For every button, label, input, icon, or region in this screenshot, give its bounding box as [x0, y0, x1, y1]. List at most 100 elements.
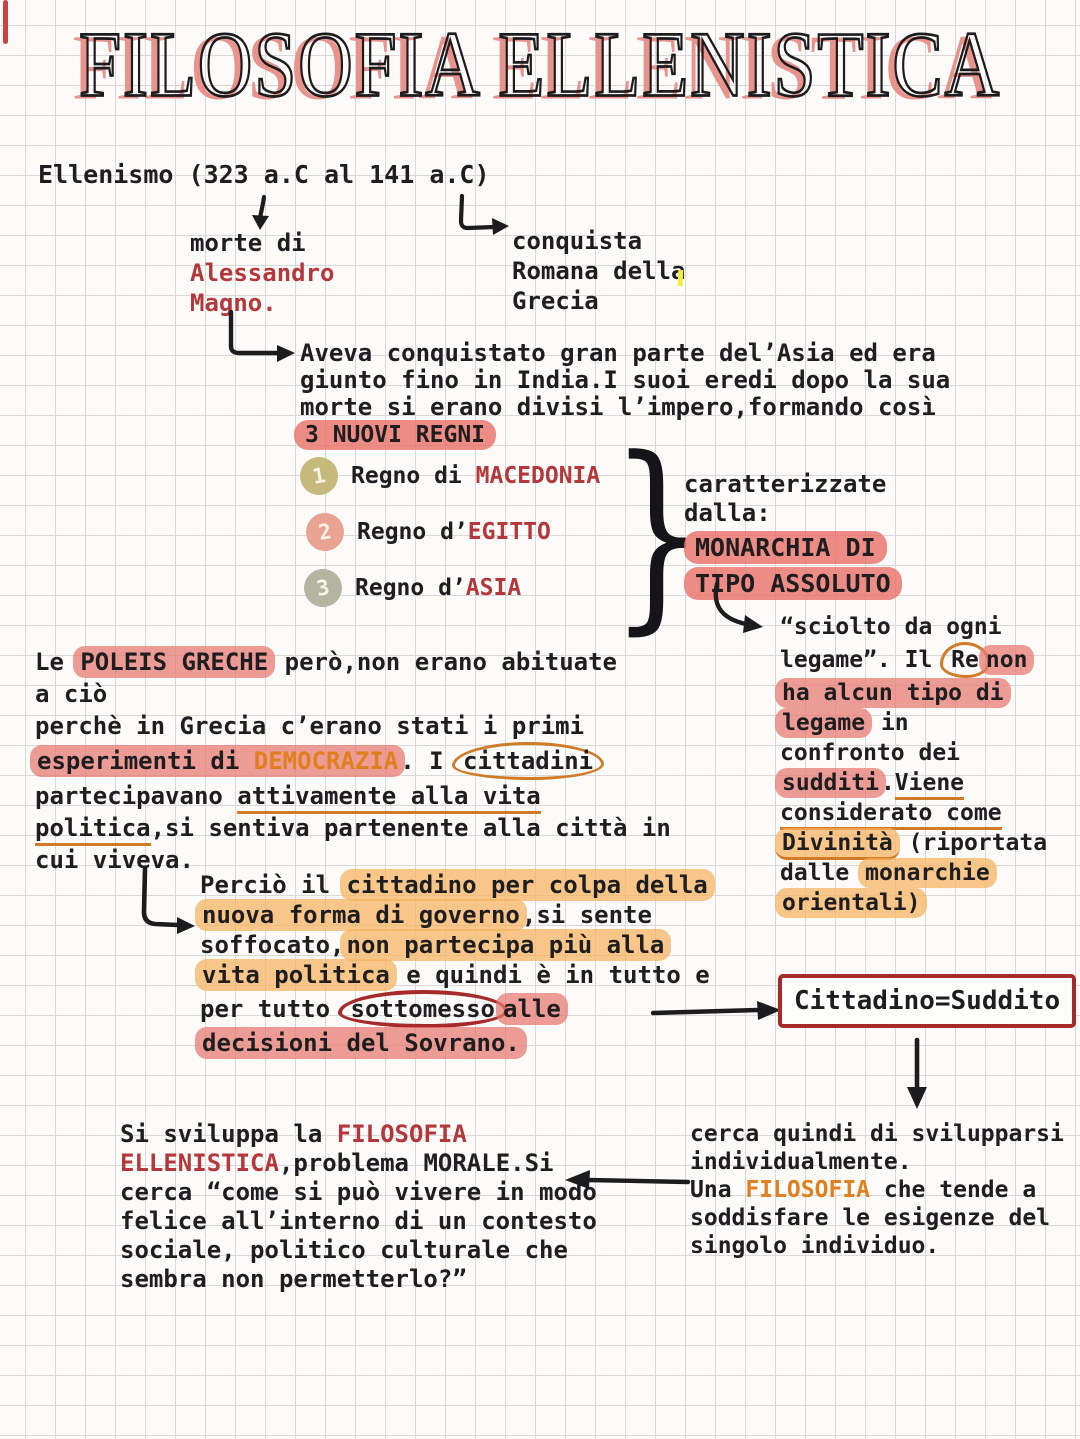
- list-item: 1 Regno di MACEDONIA: [296, 453, 601, 499]
- text-line: orientali): [775, 888, 1047, 918]
- monarchy-badge-line1: MONARCHIA DI: [684, 531, 887, 564]
- elbow-arrow-right-icon: [458, 193, 509, 235]
- text-segment: Regno d’: [357, 519, 468, 545]
- text-line: Magno.: [190, 288, 335, 318]
- highlight-pink: POLEIS GRECHE: [73, 646, 276, 678]
- curved-arrow-icon: [713, 581, 763, 633]
- text-segment: “sciolto da ogni: [780, 614, 1002, 640]
- text-line: ha alcun tipo di: [775, 678, 1047, 708]
- text-line: vita politica e quindi è in tutto e: [195, 959, 710, 991]
- highlight-orange: Divinità: [775, 828, 900, 860]
- text-line: dalle monarchie: [780, 858, 1047, 888]
- equation-box: Cittadino=Suddito: [778, 974, 1077, 1028]
- text-segment: sembra non permetterlo?”: [120, 1265, 467, 1293]
- underlined-text: Viene: [894, 770, 965, 800]
- kingdom-name: MACEDONIA: [475, 463, 601, 489]
- text-segment: e quindi è in tutto e: [391, 961, 710, 989]
- text-line: politica,si sentiva partenente alla citt…: [35, 812, 671, 846]
- philosophy-paragraph: Si sviluppa la FILOSOFIA ELLENISTICA,pro…: [120, 1120, 597, 1294]
- pen-mark-red: [3, 0, 8, 44]
- highlight-orange: vita politica: [195, 959, 397, 991]
- text-line: Grecia: [512, 286, 685, 316]
- text-line: cui viveva.: [35, 844, 671, 876]
- text-segment: Perciò il: [200, 871, 345, 899]
- text-line: nuova forma di governo,si sente: [195, 899, 710, 931]
- citizen-paragraph: Perciò il cittadino per colpa della nuov…: [195, 869, 715, 1059]
- text-line: confronto dei: [780, 738, 1047, 768]
- text-line: “sciolto da ogni: [780, 612, 1047, 642]
- text-segment: ,si sentiva partenente alla città in: [150, 814, 671, 842]
- text-line: felice all’interno di un contesto: [120, 1207, 597, 1236]
- orange-text: DEMOCRAZIA: [253, 747, 399, 775]
- text-line: soddisfare le esigenze del: [690, 1204, 1064, 1232]
- text-line: caratterizzate: [684, 470, 902, 499]
- text-segment: partecipavano: [35, 782, 238, 810]
- text-line: TIPO ASSOLUTO: [684, 567, 902, 600]
- highlight-orange: cittadino per colpa della: [339, 869, 715, 901]
- text-line: singolo individuo.: [690, 1232, 1064, 1260]
- death-note: morte di Alessandro Magno.: [190, 228, 335, 318]
- text-segment: (riportata: [894, 830, 1048, 856]
- text-segment: morte di: [190, 229, 306, 257]
- text-line: morte si erano divisi l’impero,formando …: [300, 394, 950, 421]
- pen-mark-yellow: [677, 269, 684, 287]
- text-line: individualmente.: [690, 1148, 1064, 1176]
- text-line: Una FILOSOFIA che tende a: [690, 1176, 1064, 1204]
- text-line: cerca “come si può vivere in modo: [120, 1178, 597, 1207]
- text-segment: giunto fino in India.I suoi eredi dopo l…: [300, 366, 951, 394]
- text-line: sudditi.Viene: [775, 768, 1047, 800]
- text-segment: perchè in Grecia c’erano stati i primi: [35, 712, 585, 740]
- text-segment: caratterizzate: [684, 470, 887, 498]
- highlight-pink: non: [978, 645, 1035, 675]
- highlight-orange: non partecipa più alla: [339, 929, 672, 961]
- text-line: Divinità (riportata: [775, 828, 1048, 860]
- hook-arrow-icon: [141, 866, 195, 934]
- page-title: FILOSOFIA ELLENISTICA: [78, 11, 1001, 117]
- text-line: MONARCHIA DI: [684, 531, 902, 564]
- text-line: partecipavano attivamente alla vita: [35, 780, 671, 814]
- kingdom-name: ASIA: [465, 575, 522, 601]
- highlight-pink: decisioni del Sovrano.: [195, 1027, 527, 1059]
- text-line: decisioni del Sovrano.: [195, 1027, 710, 1059]
- conquest-note: conquista Romana della Grecia: [512, 226, 685, 316]
- text-line: legame”. Il Re non: [780, 642, 1047, 678]
- highlight-orange: nuova forma di governo: [195, 899, 527, 931]
- text-line: conquista: [512, 226, 685, 256]
- text-line: dalla:: [684, 499, 902, 528]
- text-line: ELLENISTICA,problema MORALE.Si: [120, 1149, 597, 1178]
- three-kingdoms-badge: 3 NUOVI REGNI: [294, 420, 497, 450]
- individual-paragraph: cerca quindi di svilupparsi individualme…: [690, 1120, 1064, 1260]
- text-segment: a ciò: [35, 680, 108, 708]
- text-line: Alessandro: [190, 258, 335, 288]
- red-text: Magno.: [190, 289, 277, 317]
- underlined-text: attivamente alla vita: [237, 782, 541, 814]
- text-segment: dalla:: [684, 499, 771, 527]
- text-line: Si sviluppa la FILOSOFIA: [120, 1120, 597, 1149]
- monarchy-badge-line2: TIPO ASSOLUTO: [684, 567, 902, 600]
- list-item: 3 Regno d’ASIA: [300, 565, 600, 611]
- text-line: a ciò: [35, 678, 671, 710]
- ellenismo-heading: Ellenismo (323 a.C al 141 a.C): [38, 160, 490, 189]
- text-segment: Aveva conquistato gran parte del’Asia ed…: [300, 339, 936, 367]
- highlight-orange: monarchie: [858, 858, 997, 888]
- text-line: perchè in Grecia c’erano stati i primi: [35, 710, 671, 742]
- red-text: Alessandro: [190, 259, 335, 287]
- red-text: ELLENISTICA: [120, 1149, 279, 1177]
- text-segment: Una: [690, 1177, 746, 1203]
- text-line: Aveva conquistato gran parte del’Asia ed…: [300, 340, 950, 367]
- kingdoms-list: 1 Regno di MACEDONIA 2 Regno d’EGITTO 3 …: [296, 453, 601, 624]
- text-line: Regno d’ASIA: [355, 575, 521, 601]
- text-segment: per tutto: [200, 995, 345, 1023]
- text-segment: soffocato,: [200, 931, 345, 959]
- text-line: Romana della: [512, 256, 685, 286]
- text-segment: cui viveva.: [35, 846, 194, 874]
- text-segment: . I: [400, 747, 459, 775]
- highlight-pink: esperimenti di DEMOCRAZIA: [30, 745, 406, 777]
- text-line: soffocato,non partecipa più alla: [200, 929, 710, 961]
- text-segment: cerca “come si può vivere in modo: [120, 1178, 597, 1206]
- text-segment: morte si erano divisi l’impero,formando …: [300, 393, 936, 421]
- text-segment: singolo individuo.: [690, 1233, 940, 1259]
- red-text: FILOSOFIA: [336, 1120, 467, 1148]
- underlined-text: politica: [35, 814, 151, 846]
